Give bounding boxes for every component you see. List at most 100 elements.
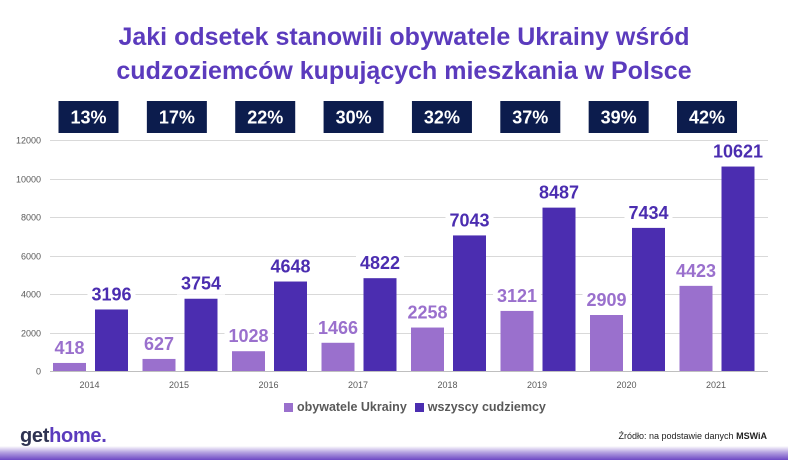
x-tick-label: 2018: [437, 380, 457, 390]
gethome-logo: gethome.: [20, 424, 107, 448]
share-box: [677, 101, 738, 133]
y-tick-label: 4000: [21, 290, 41, 300]
share-label: 17%: [159, 108, 195, 128]
data-label-obywatele-ukrainy: 418: [54, 338, 84, 358]
share-label: 37%: [512, 108, 548, 128]
share-label: 22%: [247, 108, 283, 128]
bar-obywatele-ukrainy: [232, 351, 265, 371]
bar-wszyscy-cudziemcy: [274, 281, 307, 371]
data-label-obywatele-ukrainy: 3121: [497, 286, 537, 306]
bar-wszyscy-cudziemcy: [95, 309, 128, 371]
x-tick-label: 2014: [79, 380, 99, 390]
data-label-background: [177, 274, 225, 295]
bottom-accent-band: [0, 446, 788, 460]
data-label-wszyscy-cudziemcy: 3754: [181, 274, 221, 294]
y-tick-label: 8000: [21, 213, 41, 223]
x-tick-label: 2021: [706, 380, 726, 390]
data-label-background: [224, 327, 273, 348]
y-tick-label: 0: [36, 367, 41, 377]
legend-label-wszyscy-cudziemcy: wszyscy cudziemcy: [427, 400, 546, 414]
data-label-background: [672, 261, 720, 282]
bar-obywatele-ukrainy: [590, 315, 623, 371]
share-box: [235, 101, 296, 133]
share-label: 13%: [70, 108, 106, 128]
share-box: [323, 101, 384, 133]
y-tick-label: 10000: [16, 175, 41, 185]
legend-swatch-wszyscy-cudziemcy: [414, 402, 424, 412]
data-label-obywatele-ukrainy: 1028: [228, 326, 268, 346]
bar-wszyscy-cudziemcy: [453, 235, 486, 371]
legend: obywatele Ukrainy wszyscy cudziemcy: [284, 399, 554, 415]
share-box: [58, 101, 119, 133]
data-label-background: [445, 211, 494, 232]
data-label-background: [582, 291, 631, 312]
x-tick-label: 2019: [527, 380, 547, 390]
data-label-background: [50, 338, 89, 359]
data-label-background: [314, 318, 362, 339]
data-label-obywatele-ukrainy: 4423: [676, 261, 716, 281]
legend-item-obywatele-ukrainy: obywatele Ukrainy: [284, 399, 407, 415]
share-label: 30%: [336, 108, 372, 128]
data-label-background: [140, 334, 178, 355]
data-label-obywatele-ukrainy: 2258: [407, 303, 447, 323]
logo-text-get: get: [20, 425, 50, 447]
share-box: [588, 101, 649, 133]
data-label-background: [266, 257, 315, 278]
data-label-background: [356, 254, 404, 275]
bar-wszyscy-cudziemcy: [542, 207, 576, 371]
data-label-wszyscy-cudziemcy: 4822: [360, 253, 400, 273]
chart-title-line-2: cudzoziemców kupujących mieszkania w Pol…: [116, 57, 692, 85]
source-note: Źródło: na podstawie danych MSWiA: [618, 430, 767, 442]
x-tick-label: 2016: [258, 380, 278, 390]
data-label-obywatele-ukrainy: 1466: [318, 318, 358, 338]
data-labels: 418 3196 627 3754 1028 4648 1466 4822 2258 7043 31…: [50, 142, 767, 359]
x-tick-label: 2015: [169, 380, 189, 390]
bar-obywatele-ukrainy: [679, 285, 713, 371]
y-tick-label: 2000: [21, 329, 41, 339]
data-label-obywatele-ukrainy: 2909: [586, 290, 626, 310]
bar-wszyscy-cudziemcy: [363, 278, 397, 371]
bar-obywatele-ukrainy: [53, 362, 86, 371]
chart-title-line-1: Jaki odsetek stanowili obywatele Ukrainy…: [118, 23, 690, 51]
bar-obywatele-ukrainy: [142, 358, 176, 371]
share-box: [411, 101, 472, 133]
data-label-background: [403, 303, 452, 324]
share-boxes: 13% 17% 22% 30% 32% 37% 39% 42%: [58, 101, 738, 133]
data-label-wszyscy-cudziemcy: 4648: [270, 257, 310, 277]
x-tick-label: 2020: [616, 380, 636, 390]
bar-wszyscy-cudziemcy: [184, 298, 218, 371]
data-label-obywatele-ukrainy: 627: [144, 334, 174, 354]
data-label-wszyscy-cudziemcy: 3196: [91, 284, 131, 304]
share-label: 42%: [689, 108, 725, 128]
share-label: 32%: [424, 108, 460, 128]
data-label-background: [493, 286, 541, 307]
logo-text-home: home.: [49, 425, 107, 447]
x-tick-label: 2017: [348, 380, 368, 390]
bar-wszyscy-cudziemcy: [721, 166, 755, 371]
data-label-wszyscy-cudziemcy: 8487: [539, 183, 579, 203]
legend-swatch-obywatele-ukrainy: [284, 402, 293, 412]
share-label: 39%: [601, 108, 637, 128]
data-label-background: [624, 203, 673, 224]
y-tick-label: 6000: [21, 252, 41, 262]
source-name: MSWiA: [736, 431, 767, 441]
legend-item-wszyscy-cudziemcy: wszyscy cudziemcy: [414, 399, 546, 415]
x-axis-labels: 2014 2015 2016 2017 2018 2019 2020 2021: [79, 380, 726, 390]
bars: [53, 166, 755, 371]
bar-obywatele-ukrainy: [500, 310, 534, 371]
bar-obywatele-ukrainy: [411, 327, 444, 371]
legend-label-obywatele-ukrainy: obywatele Ukrainy: [297, 400, 407, 414]
share-box: [500, 101, 561, 133]
data-label-background: [87, 285, 136, 306]
data-label-background: [535, 183, 583, 204]
data-label-background: [709, 142, 767, 163]
bar-obywatele-ukrainy: [321, 342, 355, 371]
data-label-wszyscy-cudziemcy: 7043: [449, 210, 489, 230]
bar-wszyscy-cudziemcy: [632, 227, 665, 371]
source-prefix: Źródło: na podstawie danych: [618, 431, 734, 441]
y-tick-label: 12000: [16, 136, 41, 146]
data-label-wszyscy-cudziemcy: 10621: [713, 142, 763, 162]
data-label-wszyscy-cudziemcy: 7434: [628, 203, 668, 223]
